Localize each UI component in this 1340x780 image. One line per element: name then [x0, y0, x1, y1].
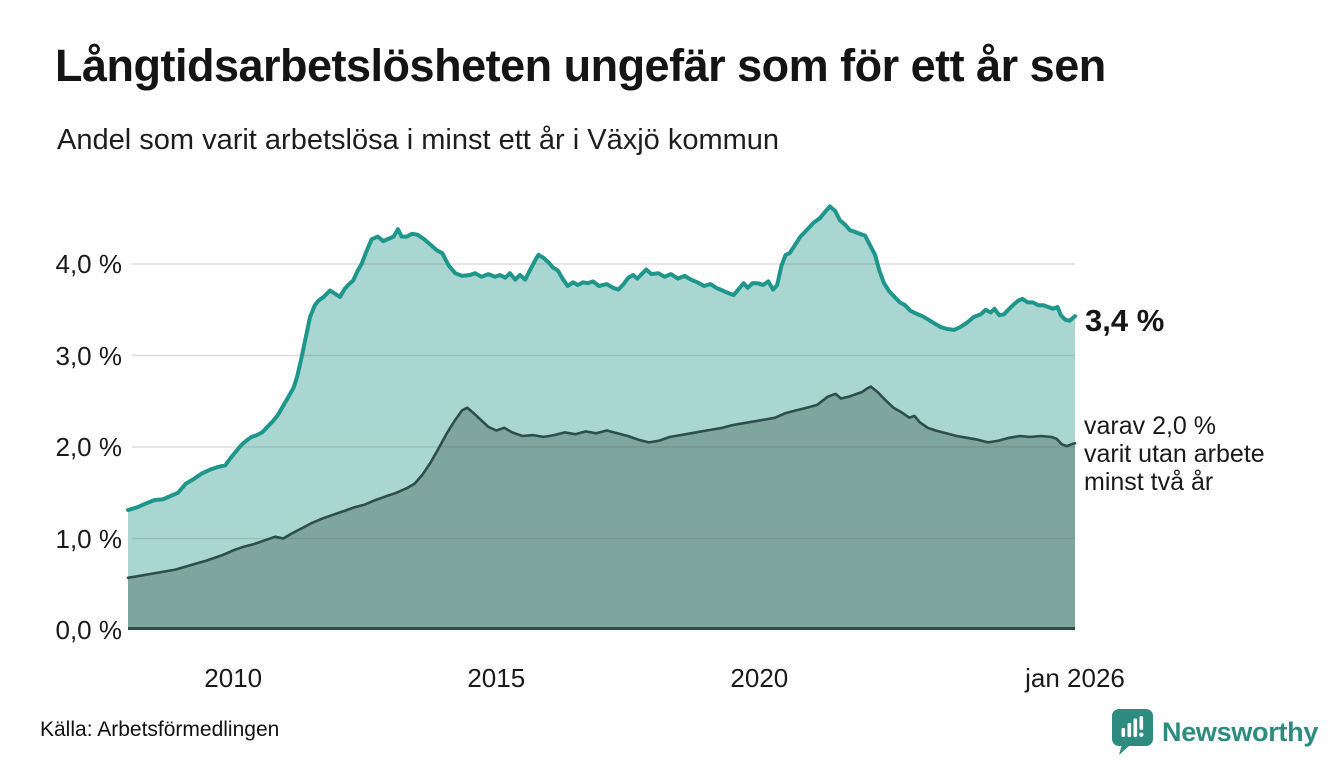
x-tick-label: 2015: [467, 663, 526, 693]
source-note: Källa: Arbetsförmedlingen: [40, 718, 280, 741]
y-tick-label: 3,0 %: [55, 340, 123, 371]
series-end-label-one-year: 3,4 %: [1085, 303, 1165, 338]
end-label-line-3: minst två år: [1084, 468, 1214, 496]
chart-subtitle: Andel som varit arbetslösa i minst ett å…: [57, 124, 780, 156]
y-tick-label: 2,0 %: [55, 432, 123, 462]
series-end-label-two-years: varav 2,0 % varit utan arbete minst två …: [1084, 412, 1265, 496]
newsworthy-bubble-chart-icon: [1112, 708, 1153, 755]
newsworthy-wordmark: Newsworthy: [1162, 716, 1319, 747]
plot: [126, 204, 1077, 630]
x-tick-label: 2020: [730, 663, 789, 693]
x-tick-label: 2010: [204, 663, 263, 693]
y-tick-label: 1,0 %: [55, 523, 123, 554]
x-tick-label: jan 2026: [1025, 663, 1125, 693]
area-fill-1: [128, 386, 1075, 630]
end-label-line-1: varav 2,0 %: [1084, 412, 1217, 440]
end-label-line-2: varit utan arbete: [1084, 440, 1265, 468]
series-line-0: [126, 204, 1077, 513]
y-tick-label: 0,0 %: [55, 615, 123, 645]
series-line-1: [126, 385, 1077, 580]
y-tick-label: 4,0 %: [55, 249, 123, 279]
newsworthy-logo: Newsworthy: [1112, 708, 1318, 756]
page-title: Långtidsarbetslösheten ungefär som för e…: [55, 40, 1106, 91]
